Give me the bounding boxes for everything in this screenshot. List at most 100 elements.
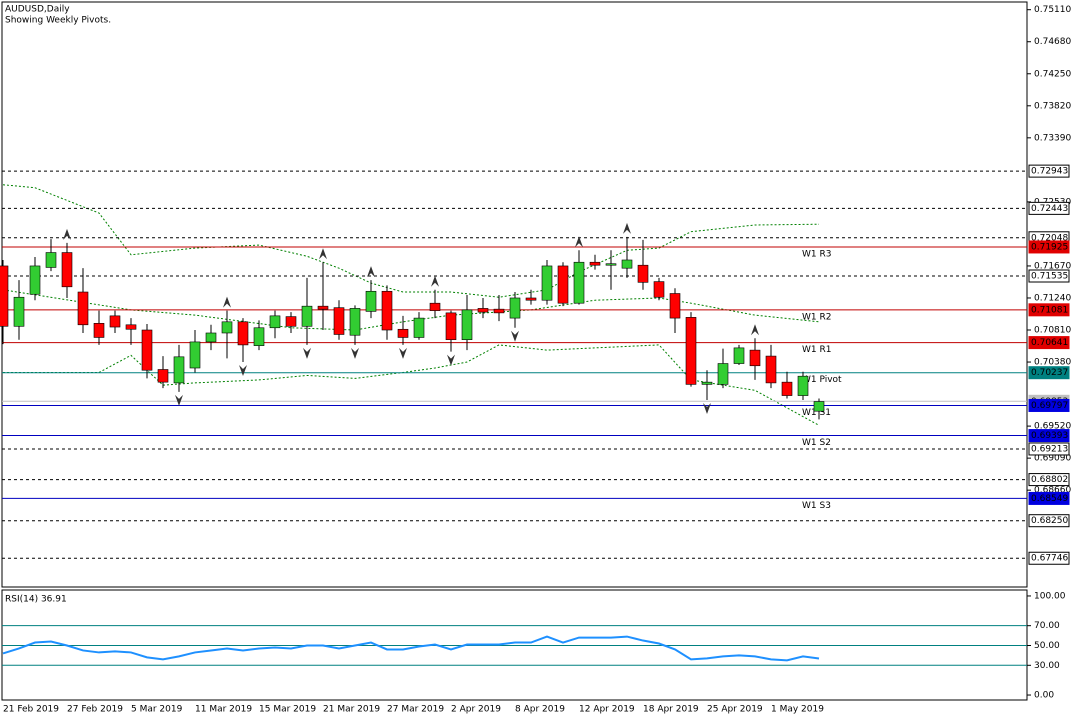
symbol-title: AUDUSD,Daily bbox=[5, 5, 70, 15]
pivot-label: W1 S1 bbox=[802, 408, 831, 418]
y-tick-label: 0.71240 bbox=[1034, 293, 1071, 303]
fractal-up bbox=[575, 236, 583, 248]
y-tick-label: 70.00 bbox=[1034, 621, 1060, 631]
level-label-box bbox=[1028, 398, 1070, 412]
y-tick-label: 0.69090 bbox=[1034, 454, 1071, 464]
level-label: 0.72943 bbox=[1031, 167, 1068, 177]
fractal-up bbox=[223, 296, 231, 308]
candle-body bbox=[93, 323, 105, 338]
x-tick-label: 12 Apr 2019 bbox=[579, 705, 635, 715]
level-label-box bbox=[1028, 514, 1070, 528]
level-label: 0.68250 bbox=[1031, 516, 1068, 526]
y-tick-label: 0.75110 bbox=[1034, 5, 1071, 15]
x-tick-label: 11 Mar 2019 bbox=[195, 705, 252, 715]
fractal-down bbox=[399, 347, 407, 359]
candle-body bbox=[381, 290, 393, 331]
level-label-box bbox=[1028, 303, 1070, 317]
pivot-label: W1 Pivot bbox=[802, 375, 842, 385]
candle-body bbox=[109, 315, 121, 328]
candle-body bbox=[317, 305, 329, 310]
candle-body bbox=[477, 308, 489, 313]
x-tick-label: 15 Mar 2019 bbox=[259, 705, 316, 715]
y-tick-label: 0.69520 bbox=[1034, 422, 1071, 432]
level-label-box bbox=[1028, 201, 1070, 215]
level-label-box bbox=[1028, 473, 1070, 487]
y-tick-label: 0.74250 bbox=[1034, 69, 1071, 79]
level-label-box bbox=[1028, 336, 1070, 350]
candle-body bbox=[669, 293, 681, 319]
fractal-up bbox=[751, 324, 759, 336]
y-tick-label: 30.00 bbox=[1034, 661, 1060, 671]
candle-body bbox=[621, 259, 633, 269]
candle-body bbox=[141, 329, 153, 371]
candle-body bbox=[765, 355, 777, 384]
x-tick-label: 5 Mar 2019 bbox=[131, 705, 183, 715]
band-line bbox=[3, 344, 820, 426]
candle-body bbox=[397, 328, 409, 338]
y-tick-label: 0.73820 bbox=[1034, 101, 1071, 111]
level-label-box bbox=[1028, 269, 1070, 283]
fractal-down bbox=[239, 365, 247, 377]
pivot-label: W1 S3 bbox=[802, 501, 831, 511]
candle-body bbox=[781, 381, 793, 396]
candle-body bbox=[605, 263, 617, 266]
candle-body bbox=[285, 316, 297, 327]
level-label: 0.72048 bbox=[1031, 233, 1068, 243]
pivot-label: W1 R1 bbox=[802, 345, 831, 355]
candle-body bbox=[589, 261, 601, 266]
level-label-box bbox=[1028, 442, 1070, 456]
candle-body bbox=[253, 327, 265, 346]
level-label: 0.71081 bbox=[1031, 305, 1068, 315]
candle-body bbox=[797, 375, 809, 396]
candle-body bbox=[637, 264, 649, 283]
candle-body bbox=[509, 297, 521, 319]
candle-body bbox=[301, 305, 313, 327]
band-line bbox=[2, 289, 820, 331]
level-label: 0.68549 bbox=[1031, 494, 1068, 504]
candle-body bbox=[0, 265, 9, 327]
level-label: 0.67746 bbox=[1031, 554, 1068, 564]
x-tick-label: 18 Apr 2019 bbox=[643, 705, 699, 715]
candle-body bbox=[13, 296, 25, 327]
x-tick-label: 27 Mar 2019 bbox=[387, 705, 444, 715]
candle-body bbox=[717, 363, 729, 385]
level-label: 0.70641 bbox=[1031, 338, 1068, 348]
y-tick-label: 50.00 bbox=[1034, 641, 1060, 651]
level-label: 0.69393 bbox=[1031, 431, 1068, 441]
candle-body bbox=[685, 317, 697, 385]
candle-body bbox=[45, 252, 57, 268]
fractal-down bbox=[703, 403, 711, 415]
x-tick-label: 8 Apr 2019 bbox=[515, 705, 565, 715]
candle-body bbox=[349, 308, 361, 336]
y-tick-label: 0.71670 bbox=[1034, 261, 1071, 271]
candle-body bbox=[205, 332, 217, 343]
level-label-box bbox=[1028, 491, 1070, 505]
y-tick-label: 0.68660 bbox=[1034, 486, 1071, 496]
level-label-box bbox=[1028, 429, 1070, 443]
fractal-up bbox=[63, 228, 71, 240]
candle-body bbox=[221, 321, 233, 334]
candle-body bbox=[333, 307, 345, 335]
candle-body bbox=[237, 321, 249, 346]
candle-body bbox=[413, 317, 425, 338]
candle-body bbox=[269, 315, 281, 329]
x-tick-label: 1 May 2019 bbox=[771, 705, 824, 715]
candle-body bbox=[493, 308, 505, 314]
y-tick-label: 100.00 bbox=[1034, 591, 1066, 601]
level-label-box bbox=[1028, 551, 1070, 565]
fractal-up bbox=[431, 275, 439, 287]
candle-body bbox=[365, 290, 377, 312]
rsi-title: RSI(14) 36.91 bbox=[5, 595, 67, 605]
x-tick-label: 25 Apr 2019 bbox=[707, 705, 763, 715]
fractal-down bbox=[303, 347, 311, 359]
level-label: 0.69213 bbox=[1031, 444, 1068, 454]
fractal-down bbox=[351, 347, 359, 359]
level-label-box bbox=[1028, 366, 1070, 380]
fractal-up bbox=[367, 266, 375, 278]
candle-body bbox=[29, 265, 41, 295]
candle-body bbox=[749, 349, 761, 367]
candle-body bbox=[61, 252, 73, 288]
band-line bbox=[2, 184, 820, 298]
level-label: 0.69797 bbox=[1031, 401, 1068, 411]
